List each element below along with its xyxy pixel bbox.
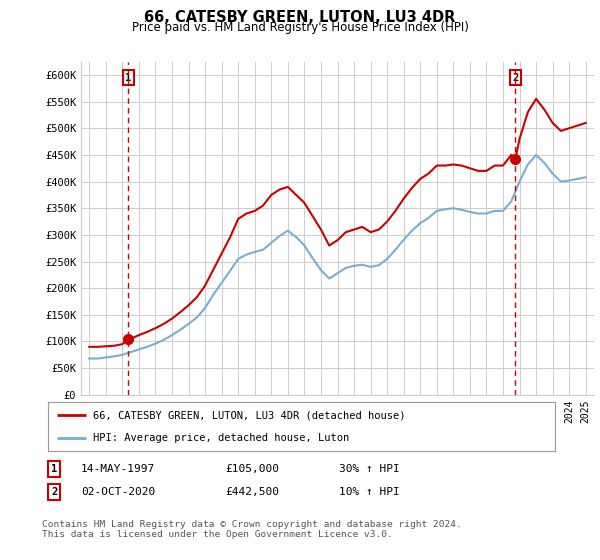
Text: 10% ↑ HPI: 10% ↑ HPI — [339, 487, 400, 497]
Text: HPI: Average price, detached house, Luton: HPI: Average price, detached house, Luto… — [92, 433, 349, 444]
Text: 1: 1 — [125, 73, 131, 82]
Text: 66, CATESBY GREEN, LUTON, LU3 4DR (detached house): 66, CATESBY GREEN, LUTON, LU3 4DR (detac… — [92, 410, 405, 421]
Text: 2: 2 — [512, 73, 518, 82]
Text: £442,500: £442,500 — [225, 487, 279, 497]
Text: 66, CATESBY GREEN, LUTON, LU3 4DR: 66, CATESBY GREEN, LUTON, LU3 4DR — [145, 10, 455, 25]
Text: 1: 1 — [51, 464, 57, 474]
Text: 30% ↑ HPI: 30% ↑ HPI — [339, 464, 400, 474]
Text: £105,000: £105,000 — [225, 464, 279, 474]
Text: Price paid vs. HM Land Registry's House Price Index (HPI): Price paid vs. HM Land Registry's House … — [131, 21, 469, 34]
Text: 2: 2 — [51, 487, 57, 497]
Text: 14-MAY-1997: 14-MAY-1997 — [81, 464, 155, 474]
Text: 02-OCT-2020: 02-OCT-2020 — [81, 487, 155, 497]
Text: Contains HM Land Registry data © Crown copyright and database right 2024.
This d: Contains HM Land Registry data © Crown c… — [42, 520, 462, 539]
